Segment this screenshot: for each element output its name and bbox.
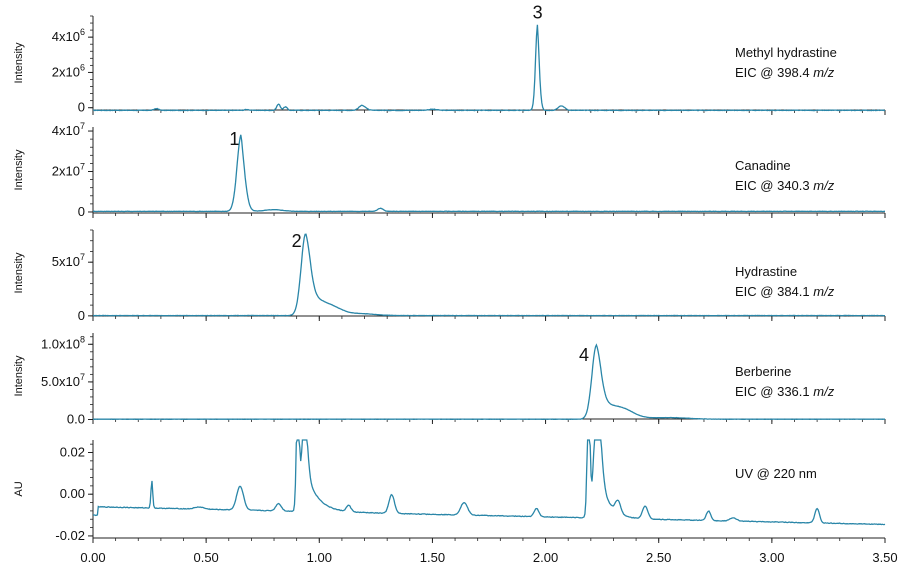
y-tick-label: 5.0x107 xyxy=(41,372,85,389)
trace-line-hydrastine xyxy=(92,233,885,317)
y-tick-mantissa: 2x10 xyxy=(52,164,80,179)
x-tick-label: 2.00 xyxy=(533,550,558,565)
eic-mass-text: EIC @ 384.1 xyxy=(735,284,813,299)
y-tick-label: 0 xyxy=(78,204,85,219)
trace-eic-label: EIC @ 398.4 m/z xyxy=(735,65,835,80)
y-tick-label: 0 xyxy=(78,308,85,323)
eic-unit-text: m/z xyxy=(813,178,834,193)
trace-line-canadine xyxy=(92,134,885,213)
y-axis-label: AU xyxy=(13,481,25,496)
x-tick-label: 3.50 xyxy=(872,550,897,565)
trace-line-uv-220 xyxy=(92,439,886,526)
y-tick-mantissa: 2x10 xyxy=(52,64,80,79)
y-tick-exponent: 6 xyxy=(80,27,85,37)
y-tick-label: 0.00 xyxy=(60,486,85,501)
y-tick-exponent: 7 xyxy=(80,162,85,172)
y-tick-mantissa: 0.0 xyxy=(67,411,85,426)
panel-berberine: 0.0 5.0x107 1.0x108 Intensity 4 Berberine EIC … xyxy=(13,333,886,426)
trace-name-label: Berberine xyxy=(735,364,791,379)
eic-mass-text: EIC @ 398.4 xyxy=(735,65,813,80)
eic-mass-text: EIC @ 340.3 xyxy=(735,178,813,193)
trace-name-label: Methyl hydrastine xyxy=(735,45,837,60)
x-tick-label: 1.50 xyxy=(420,550,445,565)
x-tick-label: 0.50 xyxy=(193,550,218,565)
trace-line-methyl-hydrastine xyxy=(93,24,886,112)
y-tick-exponent: 7 xyxy=(80,252,85,262)
y-tick-label: 4x106 xyxy=(52,27,85,44)
y-tick-label: 0 xyxy=(78,100,85,115)
y-tick-mantissa: 0.00 xyxy=(60,486,85,501)
panel-uv-220: -0.02 0.00 0.02 AU UV @ 220 nm xyxy=(13,439,886,543)
x-tick-label: 1.00 xyxy=(307,550,332,565)
y-tick-label: 5x107 xyxy=(52,252,85,269)
peak-number-label: 4 xyxy=(579,345,589,365)
y-tick-mantissa: 4x10 xyxy=(52,123,80,138)
eic-unit-text: m/z xyxy=(813,284,834,299)
y-tick-label: 2x106 xyxy=(52,62,85,79)
y-tick-mantissa: 0 xyxy=(78,204,85,219)
y-tick-mantissa: 1.0x10 xyxy=(41,336,80,351)
x-tick-label: 2.50 xyxy=(646,550,671,565)
y-tick-mantissa: 0 xyxy=(78,308,85,323)
y-tick-label: 4x107 xyxy=(52,121,85,138)
y-axis-label: Intensity xyxy=(13,42,25,83)
y-tick-label: 1.0x108 xyxy=(41,334,85,351)
y-tick-label: -0.02 xyxy=(55,528,85,543)
y-axis-label: Intensity xyxy=(13,252,25,293)
y-tick-mantissa: 0 xyxy=(78,100,85,115)
x-tick-label: 0.00 xyxy=(80,550,105,565)
eic-unit-text: m/z xyxy=(813,384,834,399)
y-tick-mantissa: 5x10 xyxy=(52,254,80,269)
y-tick-mantissa: -0.02 xyxy=(55,528,85,543)
panel-hydrastine: 0 5x107 Intensity 2 Hydrastine EIC @ 384.1 m/… xyxy=(13,229,886,323)
y-axis-label: Intensity xyxy=(13,149,25,190)
trace-name-label: UV @ 220 nm xyxy=(735,466,817,481)
eic-mass-text: EIC @ 336.1 xyxy=(735,384,813,399)
trace-eic-label: EIC @ 340.3 m/z xyxy=(735,178,835,193)
peak-number-label: 1 xyxy=(229,129,239,149)
y-tick-exponent: 7 xyxy=(80,121,85,131)
y-tick-exponent: 8 xyxy=(80,334,85,344)
y-tick-label: 2x107 xyxy=(52,162,85,179)
y-tick-exponent: 7 xyxy=(80,372,85,382)
peak-number-label: 2 xyxy=(292,231,302,251)
peak-number-label: 3 xyxy=(533,3,543,23)
trace-name-label: Canadine xyxy=(735,158,791,173)
y-tick-mantissa: 5.0x10 xyxy=(41,374,80,389)
trace-eic-label: EIC @ 384.1 m/z xyxy=(735,284,835,299)
y-tick-mantissa: 4x10 xyxy=(52,29,80,44)
eic-unit-text: m/z xyxy=(813,65,834,80)
y-tick-mantissa: 0.02 xyxy=(60,445,85,460)
trace-eic-label: EIC @ 336.1 m/z xyxy=(735,384,835,399)
y-tick-label: 0.0 xyxy=(67,411,85,426)
y-axis-label: Intensity xyxy=(13,355,25,396)
y-tick-exponent: 6 xyxy=(80,62,85,72)
trace-line-berberine xyxy=(93,343,885,420)
x-tick-label: 3.00 xyxy=(759,550,784,565)
y-tick-label: 0.02 xyxy=(60,445,85,460)
trace-name-label: Hydrastine xyxy=(735,264,797,279)
